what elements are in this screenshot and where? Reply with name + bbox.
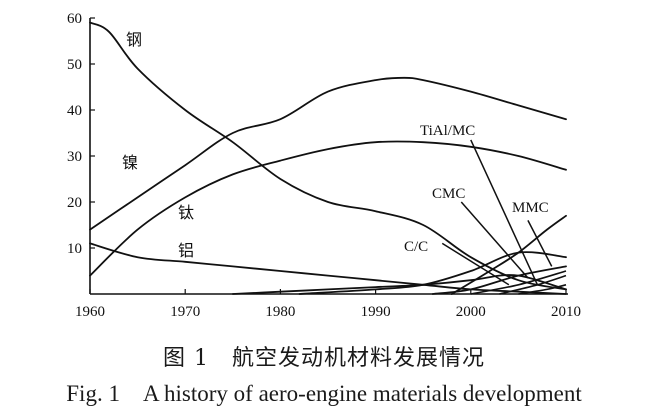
axes xyxy=(89,18,568,295)
label-titanium: 钛 xyxy=(178,203,194,222)
x-tick-label-2000: 2000 xyxy=(456,304,486,320)
series-line-aluminum xyxy=(89,242,567,295)
label-cmc: CMC xyxy=(432,186,465,202)
series-line-nickel xyxy=(89,76,567,231)
y-tick-label-20: 20 xyxy=(67,195,82,211)
y-tick-label-50: 50 xyxy=(67,57,82,73)
series-line-steel xyxy=(89,21,567,291)
x-tick-label-1980: 1980 xyxy=(265,304,295,320)
x-tick-label-1990: 1990 xyxy=(361,304,391,320)
x-tick-label-2010: 2010 xyxy=(551,304,581,320)
caption-english: Fig. 1 A history of aero-engine material… xyxy=(66,381,582,406)
y-tick-label-60: 60 xyxy=(67,11,82,27)
series-line-mmc xyxy=(450,214,567,295)
label-aluminum: 铝 xyxy=(178,241,194,260)
leader-line-cc xyxy=(441,242,510,286)
composite-line-1 xyxy=(470,270,567,295)
y-tick-label-40: 40 xyxy=(67,103,82,119)
label-steel: 钢 xyxy=(126,30,142,49)
label-nickel: 镍 xyxy=(122,153,138,172)
x-tick-label-1970: 1970 xyxy=(170,304,200,320)
series-line-tial-mc xyxy=(431,265,567,295)
y-tick-label-30: 30 xyxy=(67,149,82,165)
y-tick-label-10: 10 xyxy=(67,241,82,257)
leader-line-tial-mc xyxy=(470,139,539,286)
label-cc: C/C xyxy=(404,239,428,255)
series-line-titanium xyxy=(89,140,567,277)
x-tick-label-1960: 1960 xyxy=(75,304,105,320)
composite-line-3 xyxy=(518,284,567,295)
label-mmc: MMC xyxy=(512,200,549,216)
series-line-cmc xyxy=(298,251,567,295)
label-tial-mc: TiAl/MC xyxy=(420,123,475,139)
leader-line-cmc xyxy=(460,201,529,279)
caption-chinese: 图 1 航空发动机材料发展情况 xyxy=(163,346,485,371)
leader-line-mmc xyxy=(527,220,553,267)
